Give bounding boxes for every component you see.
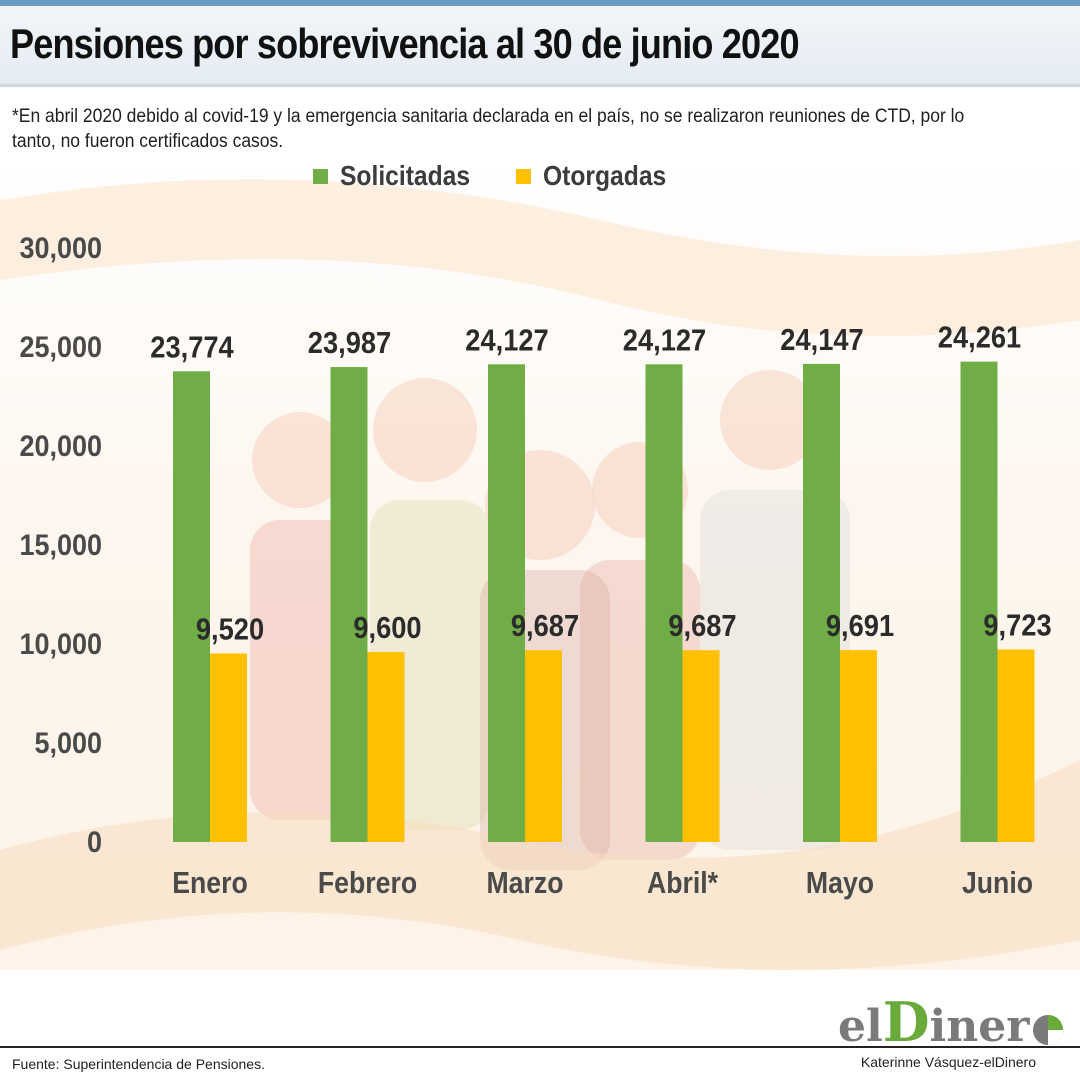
bar-solicitadas [488,364,525,842]
eldinero-logo: elDiner [838,992,1065,1052]
bar-otorgadas [997,649,1035,842]
value-label-solicitadas: 23,987 [308,327,391,361]
value-label-otorgadas: 9,687 [511,610,579,644]
footer-rule [0,1046,1080,1048]
bar-chart: 0 5,000 10,000 15,000 20,000 25,000 30,000 23,7… [19,232,1051,901]
bar-otorgadas [367,651,405,842]
credit-text: Katerinne Vásquez-elDinero [860,1054,1036,1070]
x-category-label: Enero [172,866,248,900]
value-label-otorgadas: 9,600 [353,611,421,645]
y-tick-label: 25,000 [19,331,102,365]
legend-swatch-solicitadas [313,168,328,184]
legend-item-otorgadas: Otorgadas [516,160,683,192]
value-label-otorgadas: 9,687 [668,610,736,644]
legend-item-solicitadas: Solicitadas [313,160,488,192]
bar-solicitadas [960,361,998,842]
bar-solicitadas [803,363,840,842]
x-category-label: Junio [962,866,1033,900]
value-label-otorgadas: 9,520 [196,613,264,647]
x-category-label: Marzo [486,866,563,900]
value-label-solicitadas: 24,147 [780,323,863,357]
legend: Solicitadas Otorgadas [0,160,1080,196]
chart-title: Pensiones por sobrevivencia al 30 de jun… [10,20,800,67]
top-rule [0,0,1080,6]
logo-text-d: D [882,990,930,1054]
bar-otorgadas [525,650,562,842]
y-tick-label: 5,000 [34,727,102,761]
x-category-label: Abril* [647,866,719,900]
bar-otorgadas [210,653,247,842]
legend-label-otorgadas: Otorgadas [543,160,667,191]
bar-solicitadas [173,371,210,842]
y-tick-label: 30,000 [19,232,102,266]
y-tick-label: 15,000 [19,529,102,563]
value-label-solicitadas: 24,261 [938,321,1021,355]
y-tick-label: 0 [87,826,102,860]
logo-pie-icon [1033,1014,1064,1045]
bar-solicitadas [645,364,683,842]
bar-otorgadas [682,650,720,842]
logo-text-rest: iner [929,1001,1030,1052]
value-label-solicitadas: 24,127 [465,324,548,358]
x-category-label: Febrero [318,866,417,900]
footnote-text: *En abril 2020 debido al covid-19 y la e… [12,106,965,152]
value-label-solicitadas: 24,127 [623,324,706,358]
y-tick-label: 20,000 [19,430,102,464]
legend-label-solicitadas: Solicitadas [340,160,471,191]
legend-swatch-otorgadas [516,168,531,184]
logo-text-el: el [838,1001,883,1052]
header-band: Pensiones por sobrevivencia al 30 de jun… [0,6,1080,87]
source-text: Fuente: Superintendencia de Pensiones. [12,1056,265,1072]
value-label-otorgadas: 9,691 [826,610,894,644]
bar-solicitadas [330,367,368,842]
bar-otorgadas [840,650,877,842]
value-label-otorgadas: 9,723 [983,609,1051,643]
value-label-solicitadas: 23,774 [150,331,234,365]
x-category-label: Mayo [806,866,874,900]
y-tick-label: 10,000 [19,628,102,662]
